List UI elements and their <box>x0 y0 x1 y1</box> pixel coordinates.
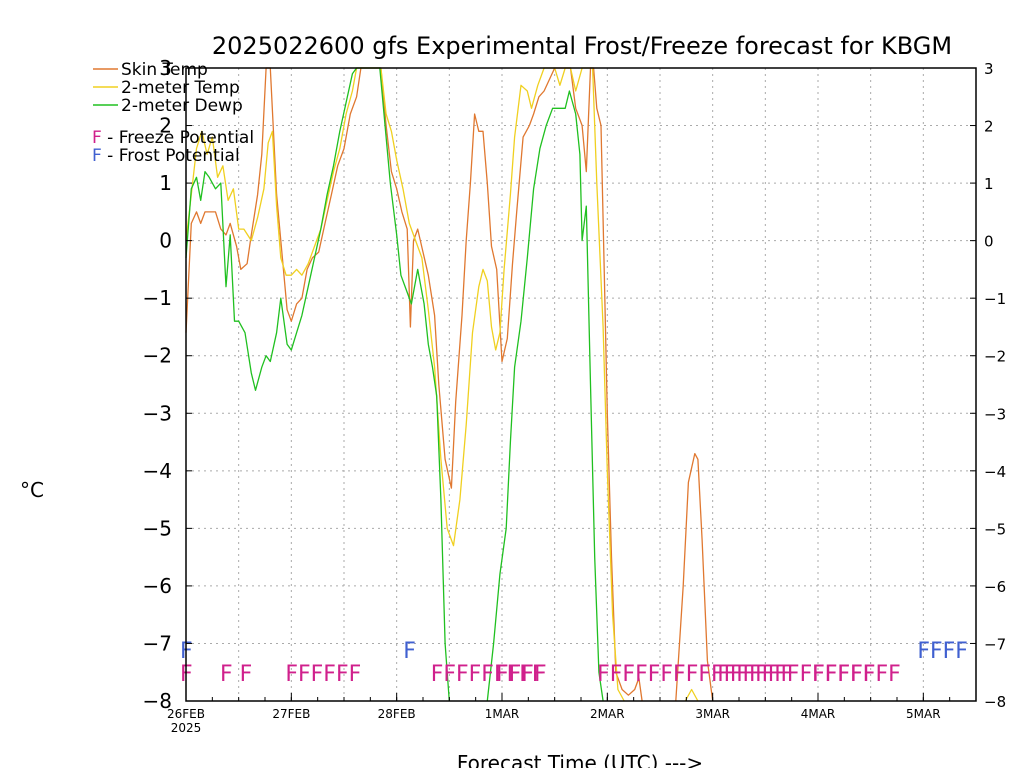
x-tick-label: 5MAR <box>906 707 941 721</box>
legend-marker-entry: F - Frost Potential <box>92 146 240 166</box>
y-tick-label-right: 3 <box>984 60 994 78</box>
legend-label: 2-meter Dewp <box>121 96 243 116</box>
series-line <box>185 67 643 702</box>
freeze-marker: F F <box>220 662 252 687</box>
y-tick-label-right: 2 <box>984 118 994 136</box>
chart-title: 2025022600 gfs Experimental Frost/Freeze… <box>212 32 952 60</box>
x-tick-sublabel: 2025 <box>171 721 202 735</box>
series-lines <box>185 67 714 702</box>
freeze-marker: FFFFFF <box>717 662 793 687</box>
y-tick-label: 2 <box>159 114 172 138</box>
y-tick-label: 0 <box>159 229 172 253</box>
freeze-marker: FFFFFFFFFFFFFFFFFFFFFFFF <box>597 662 901 687</box>
legend-marker-entry: F - Freeze Potential <box>92 128 254 148</box>
series-line <box>185 67 625 702</box>
y-tick-label: −4 <box>143 459 172 483</box>
y-tick-label-right: −6 <box>984 578 1006 596</box>
y-tick-label: −3 <box>143 401 172 425</box>
y-tick-label: −8 <box>143 689 172 713</box>
y-axis-right: −8 −7 −6 −5 −4 −3 −2 −1 0 1 2 3 <box>970 60 1006 711</box>
y-tick-label-right: −3 <box>984 405 1006 423</box>
series-line <box>684 688 699 702</box>
x-tick-label: 28FEB <box>378 707 416 721</box>
freeze-marker: FFFF <box>496 662 547 687</box>
freeze-marker: FFFFF <box>812 662 875 687</box>
frost-freeze-markers: F F FFFFF F F FFFFFF FFFFFFFFFFFFF FFFFFFFFFFF… <box>180 639 968 687</box>
plot-frame <box>185 67 977 702</box>
x-tick-label: 1MAR <box>485 707 520 721</box>
x-axis-label: Forecast Time (UTC) ---> <box>457 751 703 768</box>
y-tick-label: −5 <box>143 516 172 540</box>
frost-marker: FFFF <box>917 639 968 664</box>
freeze-marker: FFFFFFFFF <box>431 662 545 687</box>
y-tick-label: 1 <box>159 171 172 195</box>
legend-label: 2-meter Temp <box>121 78 240 98</box>
frost-marker: F <box>403 639 416 664</box>
series-line <box>486 90 604 702</box>
series-line <box>675 452 714 702</box>
y-tick-label-right: −5 <box>984 520 1006 538</box>
y-tick-label-right: 1 <box>984 175 994 193</box>
grid-lines <box>186 68 976 701</box>
y-tick-label: 3 <box>159 56 172 80</box>
x-tick-label: 27FEB <box>272 707 310 721</box>
x-tick-label: 4MAR <box>801 707 836 721</box>
legend-label: Skin Temp <box>121 60 208 80</box>
x-tick-label: 2MAR <box>590 707 625 721</box>
y-tick-label-right: −1 <box>984 290 1006 308</box>
y-tick-label: −2 <box>143 344 172 368</box>
y-tick-label: −1 <box>143 286 172 310</box>
x-tick-label: 26FEB <box>167 707 205 721</box>
y-tick-label-right: −4 <box>984 463 1006 481</box>
y-axis-left: −8 −7 −6 −5 −4 −3 −2 −1 0 1 2 3 <box>143 56 192 713</box>
y-tick-label: −6 <box>143 574 172 598</box>
series-line <box>185 67 450 702</box>
freeze-marker: FFFFFF <box>285 662 361 687</box>
y-tick-label-right: 0 <box>984 233 994 251</box>
x-tick-label: 3MAR <box>695 707 730 721</box>
y-tick-label-right: −8 <box>984 693 1006 711</box>
y-axis-label: °C <box>20 478 44 502</box>
y-tick-label: −7 <box>143 631 172 655</box>
y-tick-label-right: −7 <box>984 635 1006 653</box>
y-tick-label-right: −2 <box>984 348 1006 366</box>
